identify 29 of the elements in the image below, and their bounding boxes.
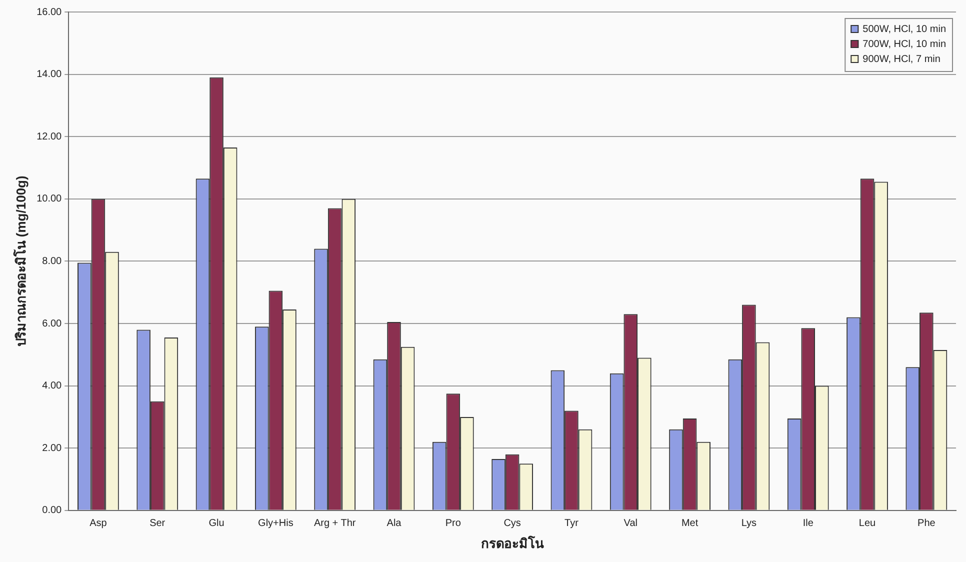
x-tick-label: Ala <box>386 518 402 530</box>
y-tick-label: 4.00 <box>42 380 62 392</box>
y-tick-label: 12.00 <box>36 131 62 142</box>
x-tick-label: Ser <box>150 518 166 530</box>
x-tick-label: Cys <box>504 518 521 530</box>
x-axis-title: กรดอะมิโน <box>480 534 544 551</box>
x-tick-label: Phe <box>918 518 936 530</box>
y-tick-label: 6.00 <box>42 318 62 330</box>
y-tick-label: 0.00 <box>42 505 62 516</box>
legend-label: 900W, HCl, 7 min <box>862 54 940 65</box>
x-tick-label: Val <box>624 518 638 530</box>
legend-label: 700W, HCl, 10 min <box>862 38 946 50</box>
y-tick-label: 10.00 <box>36 194 62 205</box>
x-tick-label: Arg + Thr <box>314 518 356 530</box>
x-tick-label: Asp <box>90 518 108 530</box>
x-tick-label: Leu <box>858 518 876 530</box>
y-tick-label: 2.00 <box>42 442 62 454</box>
y-tick-label: 16.00 <box>36 6 62 18</box>
x-tick-label: Gly+His <box>258 518 294 530</box>
x-tick-label: Lys <box>741 518 757 530</box>
x-tick-label: Tyr <box>564 518 580 530</box>
y-tick-label: 14.00 <box>36 69 62 80</box>
y-axis-title: ปริมาณกรดอะมิโน (mg/100g) <box>12 176 28 347</box>
x-tick-label: Met <box>681 518 698 530</box>
x-tick-label: Glu <box>208 518 224 530</box>
y-tick-label: 8.00 <box>42 256 62 267</box>
x-tick-label: Ile <box>802 518 814 530</box>
x-tick-label: Pro <box>445 518 462 530</box>
legend-label: 500W, HCl, 10 min <box>862 24 946 35</box>
